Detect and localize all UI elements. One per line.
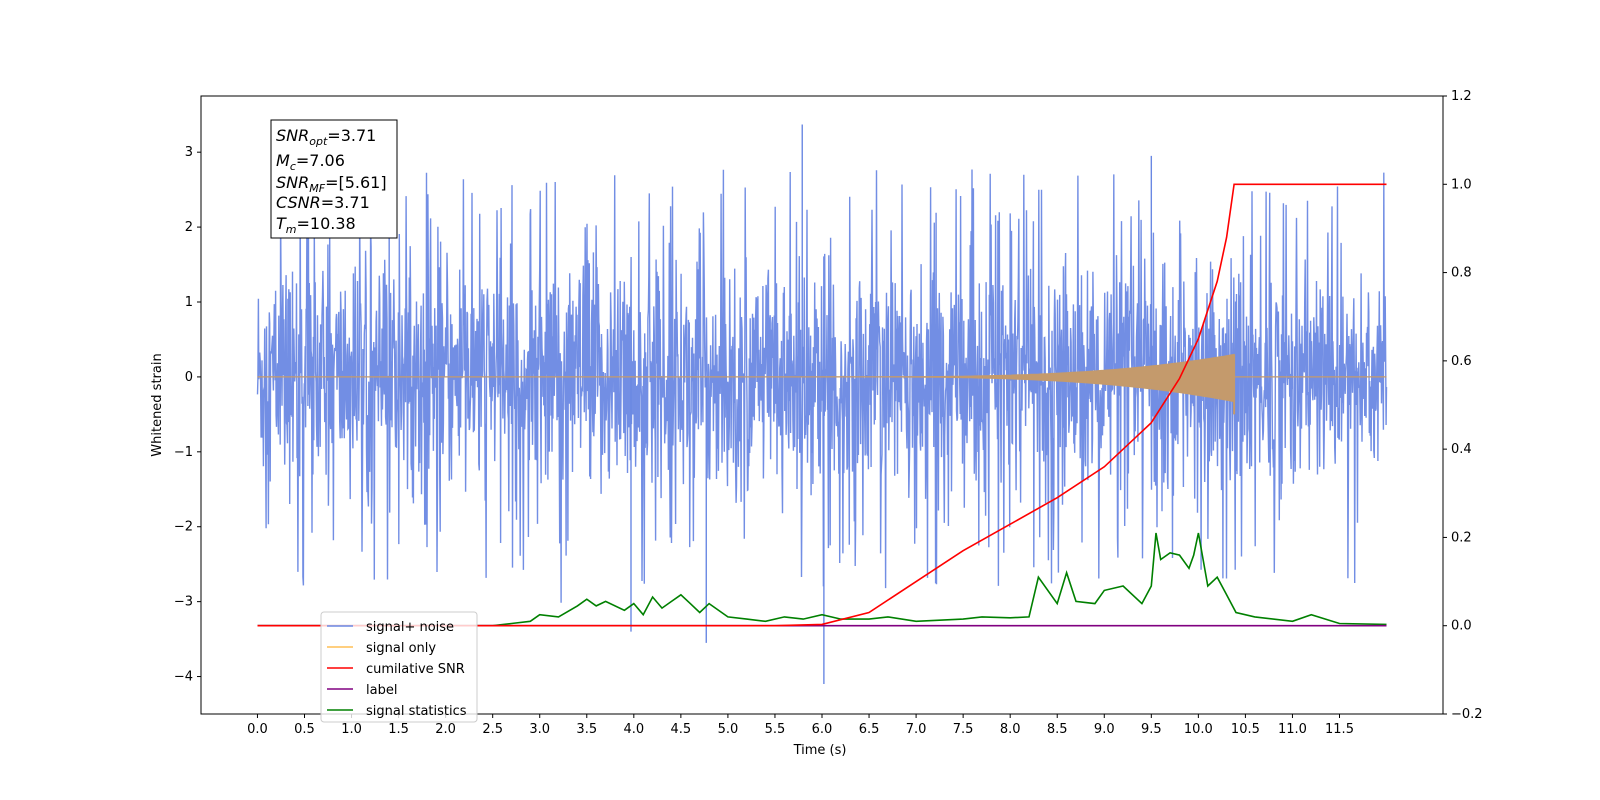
- annotation-box: SNRopt=3.71 Mc=7.06 SNRMF=[5.61] CSNR=3.…: [270, 119, 398, 239]
- annotation-tm: Tm=10.38: [276, 214, 356, 236]
- legend-label: label: [366, 683, 397, 698]
- x-tick-label: 3.0: [529, 722, 550, 737]
- x-axis-label: Time (s): [793, 743, 847, 758]
- x-tick-label: 0.5: [294, 722, 315, 737]
- y2-tick-label: 1.2: [1451, 89, 1472, 104]
- x-tick-label: 11.0: [1278, 722, 1307, 737]
- x-tick-label: 11.5: [1325, 722, 1354, 737]
- x-tick-label: 1.0: [341, 722, 362, 737]
- x-tick-label: 3.5: [576, 722, 597, 737]
- y2-tick-label: −0.2: [1451, 707, 1483, 722]
- y2-tick-label: 0.2: [1451, 530, 1472, 545]
- x-tick-label: 4.0: [623, 722, 644, 737]
- annotation-csnr: CSNR=3.71: [276, 193, 370, 212]
- x-tick-label: 8.0: [1000, 722, 1021, 737]
- x-tick-label: 7.5: [953, 722, 974, 737]
- signal-statistics-line: [257, 532, 1387, 627]
- x-tick-label: 7.0: [906, 722, 927, 737]
- y-tick-label: −1: [174, 445, 193, 460]
- y-tick-label: −3: [174, 595, 193, 610]
- x-tick-label: 8.5: [1047, 722, 1068, 737]
- x-tick-label: 10.0: [1184, 722, 1213, 737]
- x-tick-label: 1.5: [388, 722, 409, 737]
- y2-tick-label: 0.8: [1451, 266, 1472, 281]
- legend: signal+ noise signal only cumilative SNR la…: [320, 611, 478, 723]
- x-tick-label: 2.5: [482, 722, 503, 737]
- y-axis-right: 1.2 1.0 0.8 0.6 0.4 0.2 0.0 −0.2: [1443, 89, 1483, 722]
- x-tick-label: 5.0: [718, 722, 739, 737]
- y-tick-label: −2: [174, 520, 193, 535]
- y-tick-label: 1: [185, 295, 193, 310]
- x-tick-label: 9.5: [1141, 722, 1162, 737]
- annotation-snr-mf: SNRMF=[5.61]: [276, 173, 387, 195]
- x-tick-label: 6.0: [812, 722, 833, 737]
- legend-label: signal+ noise: [366, 620, 454, 635]
- y-axis-label: Whitened strain: [150, 353, 165, 456]
- y2-tick-label: 0.4: [1451, 442, 1472, 457]
- y-tick-label: 3: [185, 145, 193, 160]
- y2-tick-label: 0.0: [1451, 619, 1472, 634]
- legend-label: cumilative SNR: [366, 662, 465, 677]
- y-tick-label: 0: [185, 370, 193, 385]
- y-tick-label: −4: [174, 670, 193, 685]
- x-tick-label: 6.5: [859, 722, 880, 737]
- annotation-snr-opt: SNRopt=3.71: [276, 126, 376, 148]
- annotation-mc: Mc=7.06: [276, 151, 345, 173]
- y2-tick-label: 0.6: [1451, 354, 1472, 369]
- y2-tick-label: 1.0: [1451, 177, 1472, 192]
- cumilative-snr-line: [257, 183, 1387, 627]
- x-tick-label: 5.5: [765, 722, 786, 737]
- legend-label: signal statistics: [366, 704, 467, 719]
- signal-noise-series: [256, 124, 1388, 685]
- x-tick-label: 9.0: [1094, 722, 1115, 737]
- y-tick-label: 2: [185, 220, 193, 235]
- x-tick-label: 4.5: [671, 722, 692, 737]
- legend-label: signal only: [366, 641, 436, 656]
- x-tick-label: 0.0: [247, 722, 268, 737]
- signal-only-series: [257, 353, 1387, 415]
- x-tick-label: 2.0: [435, 722, 456, 737]
- x-tick-label: 10.5: [1231, 722, 1260, 737]
- y-axis-left: 3 2 1 0 −1 −2 −3 −4: [174, 145, 201, 685]
